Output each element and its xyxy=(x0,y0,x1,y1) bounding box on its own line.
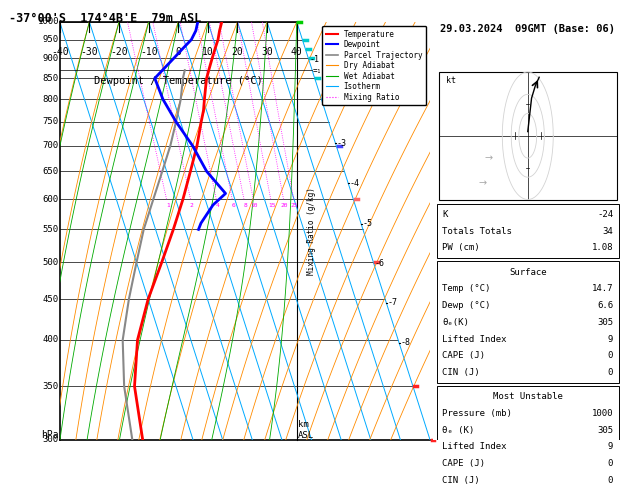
Text: 600: 600 xyxy=(43,195,59,204)
Text: CAPE (J): CAPE (J) xyxy=(442,351,486,360)
Text: θₑ(K): θₑ(K) xyxy=(442,318,469,327)
Text: 305: 305 xyxy=(597,426,613,434)
Bar xyxy=(438,72,617,200)
Text: →: → xyxy=(479,178,486,188)
Text: θₑ (K): θₑ (K) xyxy=(442,426,474,434)
Text: Lifted Index: Lifted Index xyxy=(442,334,507,344)
Text: 350: 350 xyxy=(43,382,59,391)
Text: 0: 0 xyxy=(608,476,613,485)
Bar xyxy=(437,204,619,258)
Text: 500: 500 xyxy=(43,258,59,267)
Text: 0: 0 xyxy=(608,351,613,360)
Text: 450: 450 xyxy=(43,295,59,304)
Text: © weatheronline.co.uk: © weatheronline.co.uk xyxy=(479,427,576,435)
Text: 15: 15 xyxy=(268,203,276,208)
Text: -8: -8 xyxy=(400,338,410,347)
Text: -3: -3 xyxy=(337,139,347,148)
Text: 40: 40 xyxy=(291,47,303,57)
Legend: Temperature, Dewpoint, Parcel Trajectory, Dry Adiabat, Wet Adiabat, Isotherm, Mi: Temperature, Dewpoint, Parcel Trajectory… xyxy=(323,26,426,105)
Text: 6.6: 6.6 xyxy=(597,301,613,310)
Text: Most Unstable: Most Unstable xyxy=(493,392,563,401)
Text: 9: 9 xyxy=(608,334,613,344)
Text: CIN (J): CIN (J) xyxy=(442,368,480,377)
Text: -30: -30 xyxy=(81,47,98,57)
Text: 6: 6 xyxy=(231,203,235,208)
Text: -37°00'S  174°4B'E  79m ASL: -37°00'S 174°4B'E 79m ASL xyxy=(9,12,202,25)
Text: 9: 9 xyxy=(608,442,613,451)
Text: 750: 750 xyxy=(43,117,59,126)
Text: 4: 4 xyxy=(216,203,220,208)
Text: 950: 950 xyxy=(43,35,59,44)
Text: 400: 400 xyxy=(43,335,59,345)
Text: PW (cm): PW (cm) xyxy=(442,243,480,253)
Text: 14.7: 14.7 xyxy=(592,284,613,294)
Text: →: → xyxy=(484,153,493,163)
Text: Totals Totals: Totals Totals xyxy=(442,227,512,236)
Text: Dewpoint / Temperature (°C): Dewpoint / Temperature (°C) xyxy=(94,76,263,86)
Text: 8: 8 xyxy=(243,203,247,208)
Text: 0: 0 xyxy=(608,368,613,377)
Text: -6: -6 xyxy=(375,259,385,268)
Text: 25: 25 xyxy=(291,203,299,208)
Text: kt: kt xyxy=(446,76,456,85)
Text: Surface: Surface xyxy=(509,268,547,277)
Text: km
ASL: km ASL xyxy=(298,420,314,440)
Text: 1000: 1000 xyxy=(592,409,613,418)
Text: 10: 10 xyxy=(250,203,258,208)
Text: CAPE (J): CAPE (J) xyxy=(442,459,486,468)
Bar xyxy=(437,261,619,382)
Text: 0: 0 xyxy=(608,459,613,468)
Text: 34: 34 xyxy=(603,227,613,236)
Text: 650: 650 xyxy=(43,167,59,176)
Text: -2: -2 xyxy=(323,97,333,106)
Text: 550: 550 xyxy=(43,225,59,234)
Text: -7: -7 xyxy=(387,298,398,308)
Text: =₁LCL: =₁LCL xyxy=(313,66,336,75)
Text: hPa: hPa xyxy=(42,430,59,440)
Text: 305: 305 xyxy=(597,318,613,327)
Text: 10: 10 xyxy=(202,47,214,57)
Text: 800: 800 xyxy=(43,95,59,104)
Text: 0: 0 xyxy=(175,47,181,57)
Text: Temp (°C): Temp (°C) xyxy=(442,284,491,294)
Text: -40: -40 xyxy=(51,47,69,57)
Text: 1.08: 1.08 xyxy=(592,243,613,253)
Text: K: K xyxy=(442,210,448,219)
Text: -4: -4 xyxy=(350,179,359,188)
Text: -24: -24 xyxy=(597,210,613,219)
Text: 20: 20 xyxy=(281,203,288,208)
Text: Lifted Index: Lifted Index xyxy=(442,442,507,451)
Text: -20: -20 xyxy=(110,47,128,57)
Text: Pressure (mb): Pressure (mb) xyxy=(442,409,512,418)
Bar xyxy=(437,386,619,486)
Text: 1000: 1000 xyxy=(37,17,59,26)
Text: 850: 850 xyxy=(43,74,59,83)
Text: 700: 700 xyxy=(43,141,59,150)
Text: 900: 900 xyxy=(43,54,59,63)
Text: 30: 30 xyxy=(261,47,273,57)
Text: 300: 300 xyxy=(43,435,59,444)
Text: Dewp (°C): Dewp (°C) xyxy=(442,301,491,310)
Text: -1: -1 xyxy=(310,55,320,64)
Text: 1: 1 xyxy=(166,203,170,208)
Text: Mixing Ratio (g/kg): Mixing Ratio (g/kg) xyxy=(307,187,316,275)
Text: 20: 20 xyxy=(231,47,243,57)
Text: -10: -10 xyxy=(140,47,157,57)
Text: 2: 2 xyxy=(190,203,194,208)
Text: 29.03.2024  09GMT (Base: 06): 29.03.2024 09GMT (Base: 06) xyxy=(440,24,615,34)
Text: -5: -5 xyxy=(362,219,372,228)
Text: CIN (J): CIN (J) xyxy=(442,476,480,485)
